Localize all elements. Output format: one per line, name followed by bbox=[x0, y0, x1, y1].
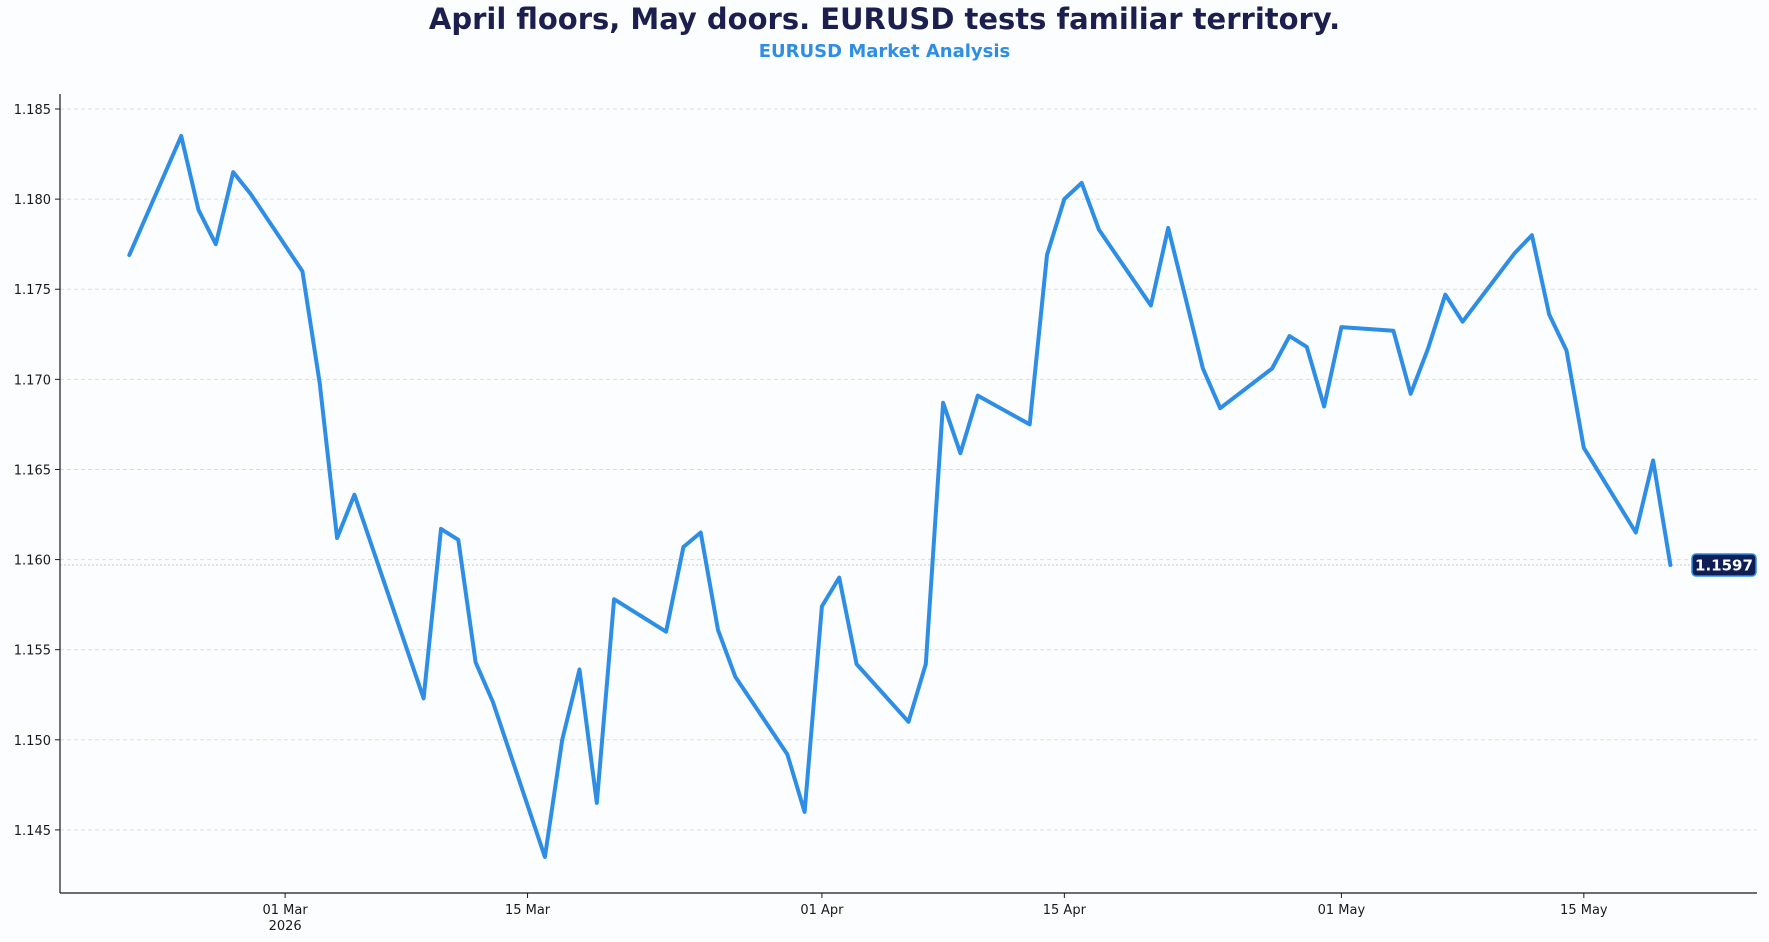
chart-title: April floors, May doors. EURUSD tests fa… bbox=[428, 2, 1341, 36]
x-tick-label: 01 May bbox=[1318, 903, 1366, 918]
grid-layer bbox=[60, 108, 1757, 831]
axes-layer: 1.145 1.150 1.155 1.160 1.165 1.170 1.175 1.180… bbox=[14, 94, 1757, 934]
series-layer bbox=[127, 134, 1673, 859]
y-tick-label: 1.165 bbox=[14, 463, 51, 478]
x-tick-label: 01 Apr bbox=[800, 903, 844, 918]
x-tick-label: 15 Apr bbox=[1043, 903, 1087, 918]
series-line bbox=[127, 134, 1673, 859]
y-tick-label: 1.185 bbox=[14, 103, 51, 118]
chart-subtitle: EURUSD Market Analysis bbox=[758, 41, 1011, 62]
x-tick-label: 01 Mar bbox=[263, 903, 309, 918]
y-tick-label: 1.180 bbox=[14, 193, 51, 208]
last-value-label: 1.1597 bbox=[1695, 556, 1753, 574]
y-tick-label: 1.175 bbox=[14, 283, 51, 298]
y-tick-label: 1.170 bbox=[14, 373, 51, 388]
x-tick-label: 15 May bbox=[1560, 903, 1608, 918]
x-tick-label: 15 Mar bbox=[505, 903, 551, 918]
y-tick-label: 1.145 bbox=[14, 824, 51, 839]
last-value-badge bbox=[1691, 553, 1757, 577]
y-tick-label: 1.150 bbox=[14, 734, 51, 749]
y-tick-label: 1.160 bbox=[14, 554, 51, 569]
x-tick-sublabel: 2026 bbox=[269, 919, 302, 934]
y-tick-label: 1.155 bbox=[14, 644, 51, 659]
tag-layer: 1.1597 bbox=[1691, 553, 1757, 577]
